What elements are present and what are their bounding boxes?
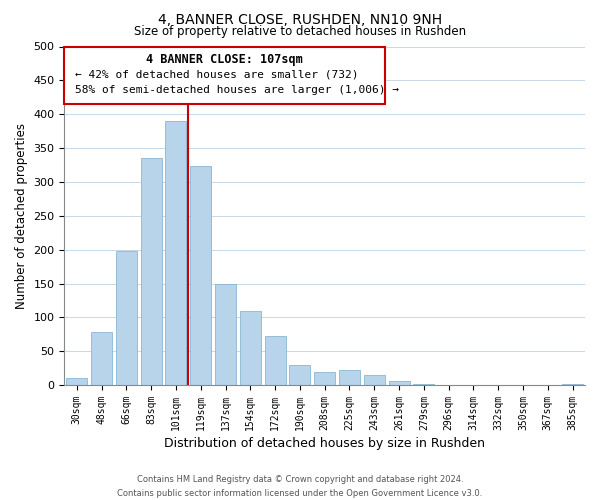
Text: 4 BANNER CLOSE: 107sqm: 4 BANNER CLOSE: 107sqm [146, 54, 303, 66]
Bar [413, 384, 434, 385]
Text: 4, BANNER CLOSE, RUSHDEN, NN10 9NH: 4, BANNER CLOSE, RUSHDEN, NN10 9NH [158, 12, 442, 26]
Text: ← 42% of detached houses are smaller (732): ← 42% of detached houses are smaller (73… [75, 70, 358, 80]
Bar [289, 365, 310, 385]
Bar [91, 332, 112, 385]
Bar [116, 251, 137, 385]
Bar [562, 384, 583, 385]
FancyBboxPatch shape [64, 46, 385, 104]
Y-axis label: Number of detached properties: Number of detached properties [15, 123, 28, 309]
Bar [265, 336, 286, 385]
Bar [190, 166, 211, 385]
Text: 58% of semi-detached houses are larger (1,006) →: 58% of semi-detached houses are larger (… [75, 86, 399, 96]
Bar [215, 284, 236, 385]
X-axis label: Distribution of detached houses by size in Rushden: Distribution of detached houses by size … [164, 437, 485, 450]
Bar [240, 312, 261, 385]
Text: Size of property relative to detached houses in Rushden: Size of property relative to detached ho… [134, 25, 466, 38]
Text: Contains HM Land Registry data © Crown copyright and database right 2024.
Contai: Contains HM Land Registry data © Crown c… [118, 476, 482, 498]
Bar [140, 158, 162, 385]
Bar [364, 375, 385, 385]
Bar [66, 378, 88, 385]
Bar [339, 370, 360, 385]
Bar [166, 121, 187, 385]
Bar [389, 381, 410, 385]
Bar [314, 372, 335, 385]
